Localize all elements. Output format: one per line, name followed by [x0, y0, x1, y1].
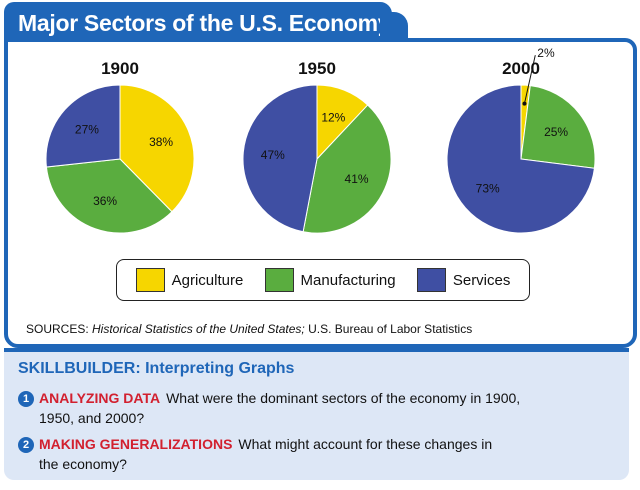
pie-slice-1900-agriculture	[119, 84, 195, 213]
pie-slice-2000-services	[446, 84, 595, 234]
question-heading-1: ANALYZING DATA	[39, 390, 161, 406]
legend-swatch-manufacturing	[264, 268, 294, 292]
legend-item-agriculture: Agriculture	[135, 268, 244, 292]
pie-year-1950: 1950	[298, 59, 336, 78]
pie-year-2000: 2000	[502, 59, 540, 78]
pie-slice-1950-manufacturing	[302, 104, 392, 234]
chart-panel: 1900 38% 36% 27% 1950 12% 41% 47% 2000 2% 25% 73% A…	[4, 38, 637, 348]
question-text-1-line2: 1950, and 2000?	[39, 410, 145, 426]
pie-label-1950-services: 47%	[261, 148, 285, 162]
legend-swatch-agriculture	[135, 268, 165, 292]
question-text-1: What were the dominant sectors of the ec…	[166, 390, 521, 406]
sources-italic: Historical Statistics of the United Stat…	[92, 322, 305, 336]
sources-prefix: SOURCES:	[26, 322, 93, 336]
pie-slice-1900-services	[45, 84, 121, 168]
question-number-2: 2	[18, 437, 34, 453]
pie-label-2000-services: 73%	[476, 181, 500, 195]
question-text-2: What might account for these changes in	[238, 436, 493, 452]
pie-label-1900-agriculture: 38%	[149, 135, 173, 149]
sources-suffix: U.S. Bureau of Labor Statistics	[304, 322, 473, 336]
legend-label-manufacturing: Manufacturing	[300, 271, 396, 289]
header-tab: Major Sectors of the U.S. Economy	[4, 2, 408, 40]
skillbuilder-title: SKILLBUILDER: Interpreting Graphs	[18, 360, 295, 377]
skillbuilder-panel: SKILLBUILDER: Interpreting Graphs 1 ANALY…	[4, 348, 629, 480]
question-number-1: 1	[18, 391, 34, 407]
pie-label-1950-agriculture: 12%	[321, 111, 345, 125]
pie-slice-1900-manufacturing	[45, 158, 173, 234]
pie-label-1950-manufacturing: 41%	[345, 172, 369, 186]
pie-label-1900-manufacturing: 36%	[93, 194, 117, 208]
legend-swatch-services	[416, 268, 446, 292]
legend-label-services: Services	[452, 271, 511, 289]
pie-year-1900: 1900	[101, 59, 139, 78]
question-2: 2 MAKING GENERALIZATIONS What might accoun…	[18, 434, 608, 474]
legend-item-manufacturing: Manufacturing	[264, 268, 396, 292]
pie-leader-dot-2000-agriculture	[522, 101, 527, 106]
pie-slice-2000-manufacturing	[520, 85, 596, 169]
chart-title: Major Sectors of the U.S. Economy	[18, 10, 391, 36]
pie-slice-1950-services	[242, 84, 318, 233]
legend-label-agriculture: Agriculture	[171, 271, 244, 289]
legend-item-services: Services	[416, 268, 511, 292]
question-heading-2: MAKING GENERALIZATIONS	[39, 436, 233, 452]
question-1: 1 ANALYZING DATA What were the dominant se…	[18, 388, 608, 428]
sources-note: SOURCES: Historical Statistics of the Un…	[26, 322, 472, 336]
pie-label-1900-services: 27%	[75, 122, 99, 136]
pie-leader-2000-agriculture	[523, 55, 536, 104]
pie-label-2000-agriculture: 2%	[537, 46, 555, 60]
question-text-2-line2: the economy?	[39, 456, 127, 472]
pie-label-2000-manufacturing: 25%	[544, 125, 568, 139]
legend: Agriculture Manufacturing Services	[116, 259, 530, 301]
